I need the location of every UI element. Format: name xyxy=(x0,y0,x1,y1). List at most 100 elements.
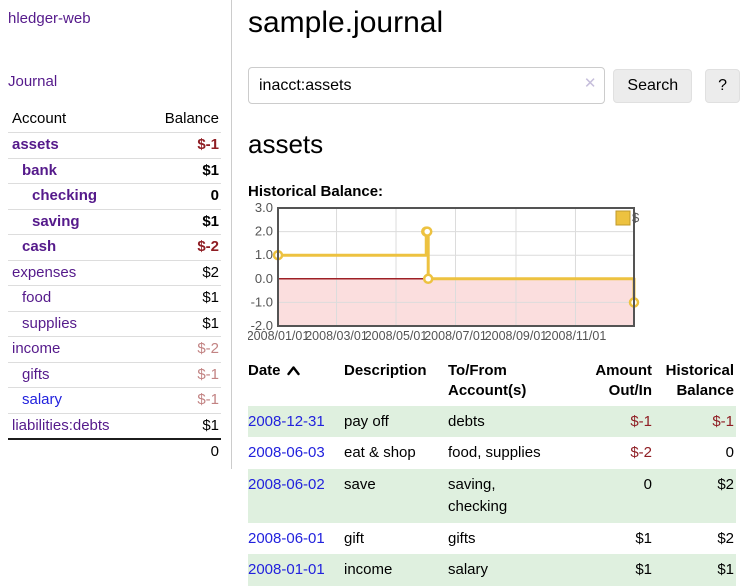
table-row: 2008-06-02 save saving, checking 0 $2 xyxy=(248,469,736,523)
description-cell: save xyxy=(344,476,376,493)
account-link[interactable]: checking xyxy=(32,187,98,204)
account-balance: $1 xyxy=(141,158,221,184)
svg-text:2008/03/01: 2008/03/01 xyxy=(305,329,368,343)
svg-text:2008/01/01: 2008/01/01 xyxy=(248,329,309,343)
account-link[interactable]: assets xyxy=(12,136,59,153)
account-balance: $-1 xyxy=(141,387,221,414)
svg-text:2008/09/01: 2008/09/01 xyxy=(485,329,548,343)
account-link[interactable]: salary xyxy=(22,391,63,408)
balance-cell: $2 xyxy=(717,476,734,493)
svg-text:3.0: 3.0 xyxy=(255,202,273,215)
amount-cell: $1 xyxy=(635,561,652,579)
date-link[interactable]: 2008-01-01 xyxy=(248,561,325,579)
account-balance: $2 xyxy=(141,260,221,286)
register-header-row: Date Description To/From Account(s) Amou… xyxy=(248,357,736,406)
account-row: saving $1 xyxy=(8,209,221,235)
accounts-header-balance: Balance xyxy=(141,106,221,133)
date-link[interactable]: 2008-06-03 xyxy=(248,444,325,462)
data-point xyxy=(422,273,434,285)
svg-text:2008/05/01: 2008/05/01 xyxy=(365,329,428,343)
account-link[interactable]: gifts xyxy=(22,365,50,383)
svg-text:2.0: 2.0 xyxy=(255,224,273,239)
balance-cell: $2 xyxy=(717,529,734,547)
chart-title: Historical Balance: xyxy=(248,183,384,200)
chart-svg: $3.0 2.0 1.0 0.0 -1.0 -2.02008/01/012008/03/0… xyxy=(248,202,640,343)
account-row: checking 0 xyxy=(8,183,221,210)
page-title: sample.journal xyxy=(248,6,444,39)
balance-cell: 0 xyxy=(725,444,734,462)
account-row: income $-2 xyxy=(8,336,221,363)
account-row: food $1 xyxy=(8,285,221,312)
accounts-total-row: 0 xyxy=(8,438,221,465)
column-header-description: Description xyxy=(344,362,427,379)
legend-label: $ xyxy=(632,210,640,225)
svg-text:2008/07/01: 2008/07/01 xyxy=(424,329,487,343)
table-row: 2008-06-03 eat & shop food, supplies $-2 0 xyxy=(248,437,736,469)
account-link[interactable]: liabilities:debts xyxy=(12,416,110,434)
amount-cell: $-1 xyxy=(630,412,652,430)
account-heading: assets xyxy=(248,129,324,159)
svg-text:-1.0: -1.0 xyxy=(251,294,273,309)
account-balance: $-1 xyxy=(141,132,221,159)
balance-chart[interactable]: $3.0 2.0 1.0 0.0 -1.0 -2.0 2008/01/01 2008/03/0… xyxy=(248,202,740,344)
account-link[interactable]: food xyxy=(22,289,52,306)
amount-cell: $-2 xyxy=(630,444,652,462)
column-header-balance: Historical Balance xyxy=(665,362,734,400)
date-link[interactable]: 2008-06-01 xyxy=(248,529,325,547)
svg-text:0.0: 0.0 xyxy=(255,271,273,286)
accounts-table: Account Balance assets $-1 bank $1 checking 0… xyxy=(8,106,221,465)
accounts-cell: salary xyxy=(448,561,489,579)
date-link[interactable]: 2008-12-31 xyxy=(248,412,325,430)
accounts-cell: debts xyxy=(448,412,485,430)
account-link[interactable]: income xyxy=(12,340,61,357)
accounts-cell: food, supplies xyxy=(448,444,541,462)
account-link[interactable]: supplies xyxy=(22,314,78,332)
account-balance: $1 xyxy=(141,311,221,337)
search-input[interactable] xyxy=(248,67,606,104)
accounts-header-account: Account xyxy=(8,106,142,133)
account-link[interactable]: expenses xyxy=(12,263,77,281)
table-row: 2008-06-01 gift gifts $1 $2 xyxy=(248,523,736,555)
account-balance: $1 xyxy=(202,416,219,434)
account-balance: $-2 xyxy=(141,336,221,363)
app-title-link[interactable]: hledger-web xyxy=(8,10,91,27)
amount-cell: 0 xyxy=(643,476,652,493)
account-row: gifts $-1 xyxy=(8,362,221,388)
account-balance: $1 xyxy=(141,285,221,312)
legend-swatch xyxy=(615,210,631,226)
journal-link[interactable]: Journal xyxy=(8,73,58,90)
date-link[interactable]: 2008-06-02 xyxy=(248,476,325,493)
description-cell: income xyxy=(344,561,393,579)
register-table: Date Description To/From Account(s) Amou… xyxy=(248,357,736,586)
svg-text:1.0: 1.0 xyxy=(255,247,273,262)
balance-cell: $1 xyxy=(717,561,734,579)
accounts-cell: saving, checking xyxy=(448,476,508,515)
account-balance: 0 xyxy=(141,183,221,210)
help-button[interactable]: ? xyxy=(705,68,740,103)
account-link[interactable]: saving xyxy=(32,212,80,230)
main-content: sample.journal ✕ Search ? assets Histori… xyxy=(248,0,740,586)
accounts-total: 0 xyxy=(141,438,221,465)
column-header-date[interactable]: Date xyxy=(248,357,344,406)
search-button[interactable]: Search xyxy=(613,68,693,103)
account-balance: $-2 xyxy=(141,234,221,261)
svg-text:2008/11/01: 2008/11/01 xyxy=(545,329,607,343)
account-row: expenses $2 xyxy=(8,260,221,286)
account-balance: $1 xyxy=(141,209,221,235)
sidebar: hledger-web Journal Account Balance asse… xyxy=(0,0,232,469)
account-row: cash $-2 xyxy=(8,234,221,261)
account-link[interactable]: bank xyxy=(22,161,58,179)
accounts-cell: gifts xyxy=(448,529,476,547)
account-row: liabilities:debts $1 xyxy=(8,413,221,439)
account-row: assets $-1 xyxy=(8,132,221,159)
column-header-accounts: To/From Account(s) xyxy=(448,362,527,400)
clear-search-icon[interactable]: ✕ xyxy=(583,75,597,92)
account-row: bank $1 xyxy=(8,158,221,184)
description-cell: pay off xyxy=(344,412,389,430)
column-header-amount: Amount Out/In xyxy=(595,362,652,400)
accounts-header-row: Account Balance xyxy=(8,106,221,133)
account-link[interactable]: cash xyxy=(22,238,57,255)
description-cell: eat & shop xyxy=(344,444,416,462)
account-row: supplies $1 xyxy=(8,311,221,337)
table-row: 2008-12-31 pay off debts $-1 $-1 xyxy=(248,405,736,438)
